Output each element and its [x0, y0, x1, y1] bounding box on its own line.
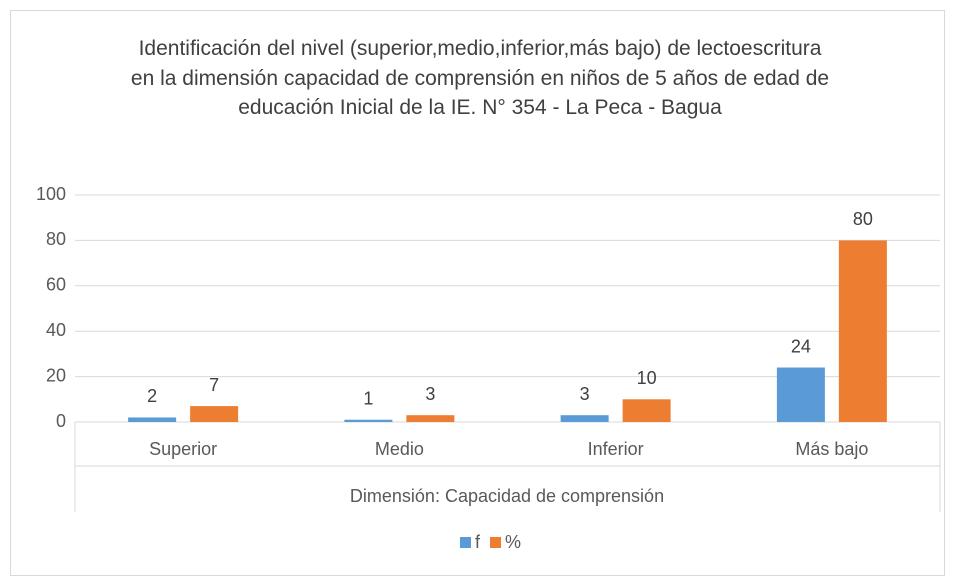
data-label: 3: [580, 384, 590, 404]
y-tick-label: 60: [46, 275, 66, 295]
legend-label: f: [475, 532, 481, 552]
bar: [838, 240, 887, 422]
data-label: 24: [791, 336, 811, 356]
bar: [776, 367, 825, 422]
bar: [344, 419, 393, 422]
data-label: 7: [209, 375, 219, 395]
bar: [560, 415, 609, 422]
bar: [622, 399, 671, 422]
y-tick-label: 100: [36, 184, 66, 204]
legend-swatch: [490, 537, 502, 548]
y-tick-label: 0: [56, 411, 66, 431]
legend-label: %: [505, 532, 521, 552]
data-label: 80: [853, 209, 873, 229]
bar: [190, 406, 239, 422]
y-tick-label: 40: [46, 320, 66, 340]
x-axis-title: Dimensión: Capacidad de comprensión: [350, 486, 664, 506]
data-label: 2: [147, 386, 157, 406]
y-tick-label: 80: [46, 229, 66, 249]
data-label: 10: [637, 368, 657, 388]
x-tick-label: Más bajo: [795, 439, 868, 459]
data-label: 1: [363, 388, 373, 408]
chart-title: Identificación del nivel (superior,medio…: [130, 37, 830, 119]
x-tick-label: Superior: [149, 439, 217, 459]
chart-border: [10, 10, 945, 576]
y-tick-label: 20: [46, 365, 66, 385]
bar: [128, 417, 177, 422]
legend-swatch: [460, 537, 471, 548]
x-tick-label: Inferior: [588, 439, 644, 459]
bar: [406, 415, 455, 422]
data-label: 3: [425, 384, 435, 404]
x-tick-label: Medio: [375, 439, 424, 459]
